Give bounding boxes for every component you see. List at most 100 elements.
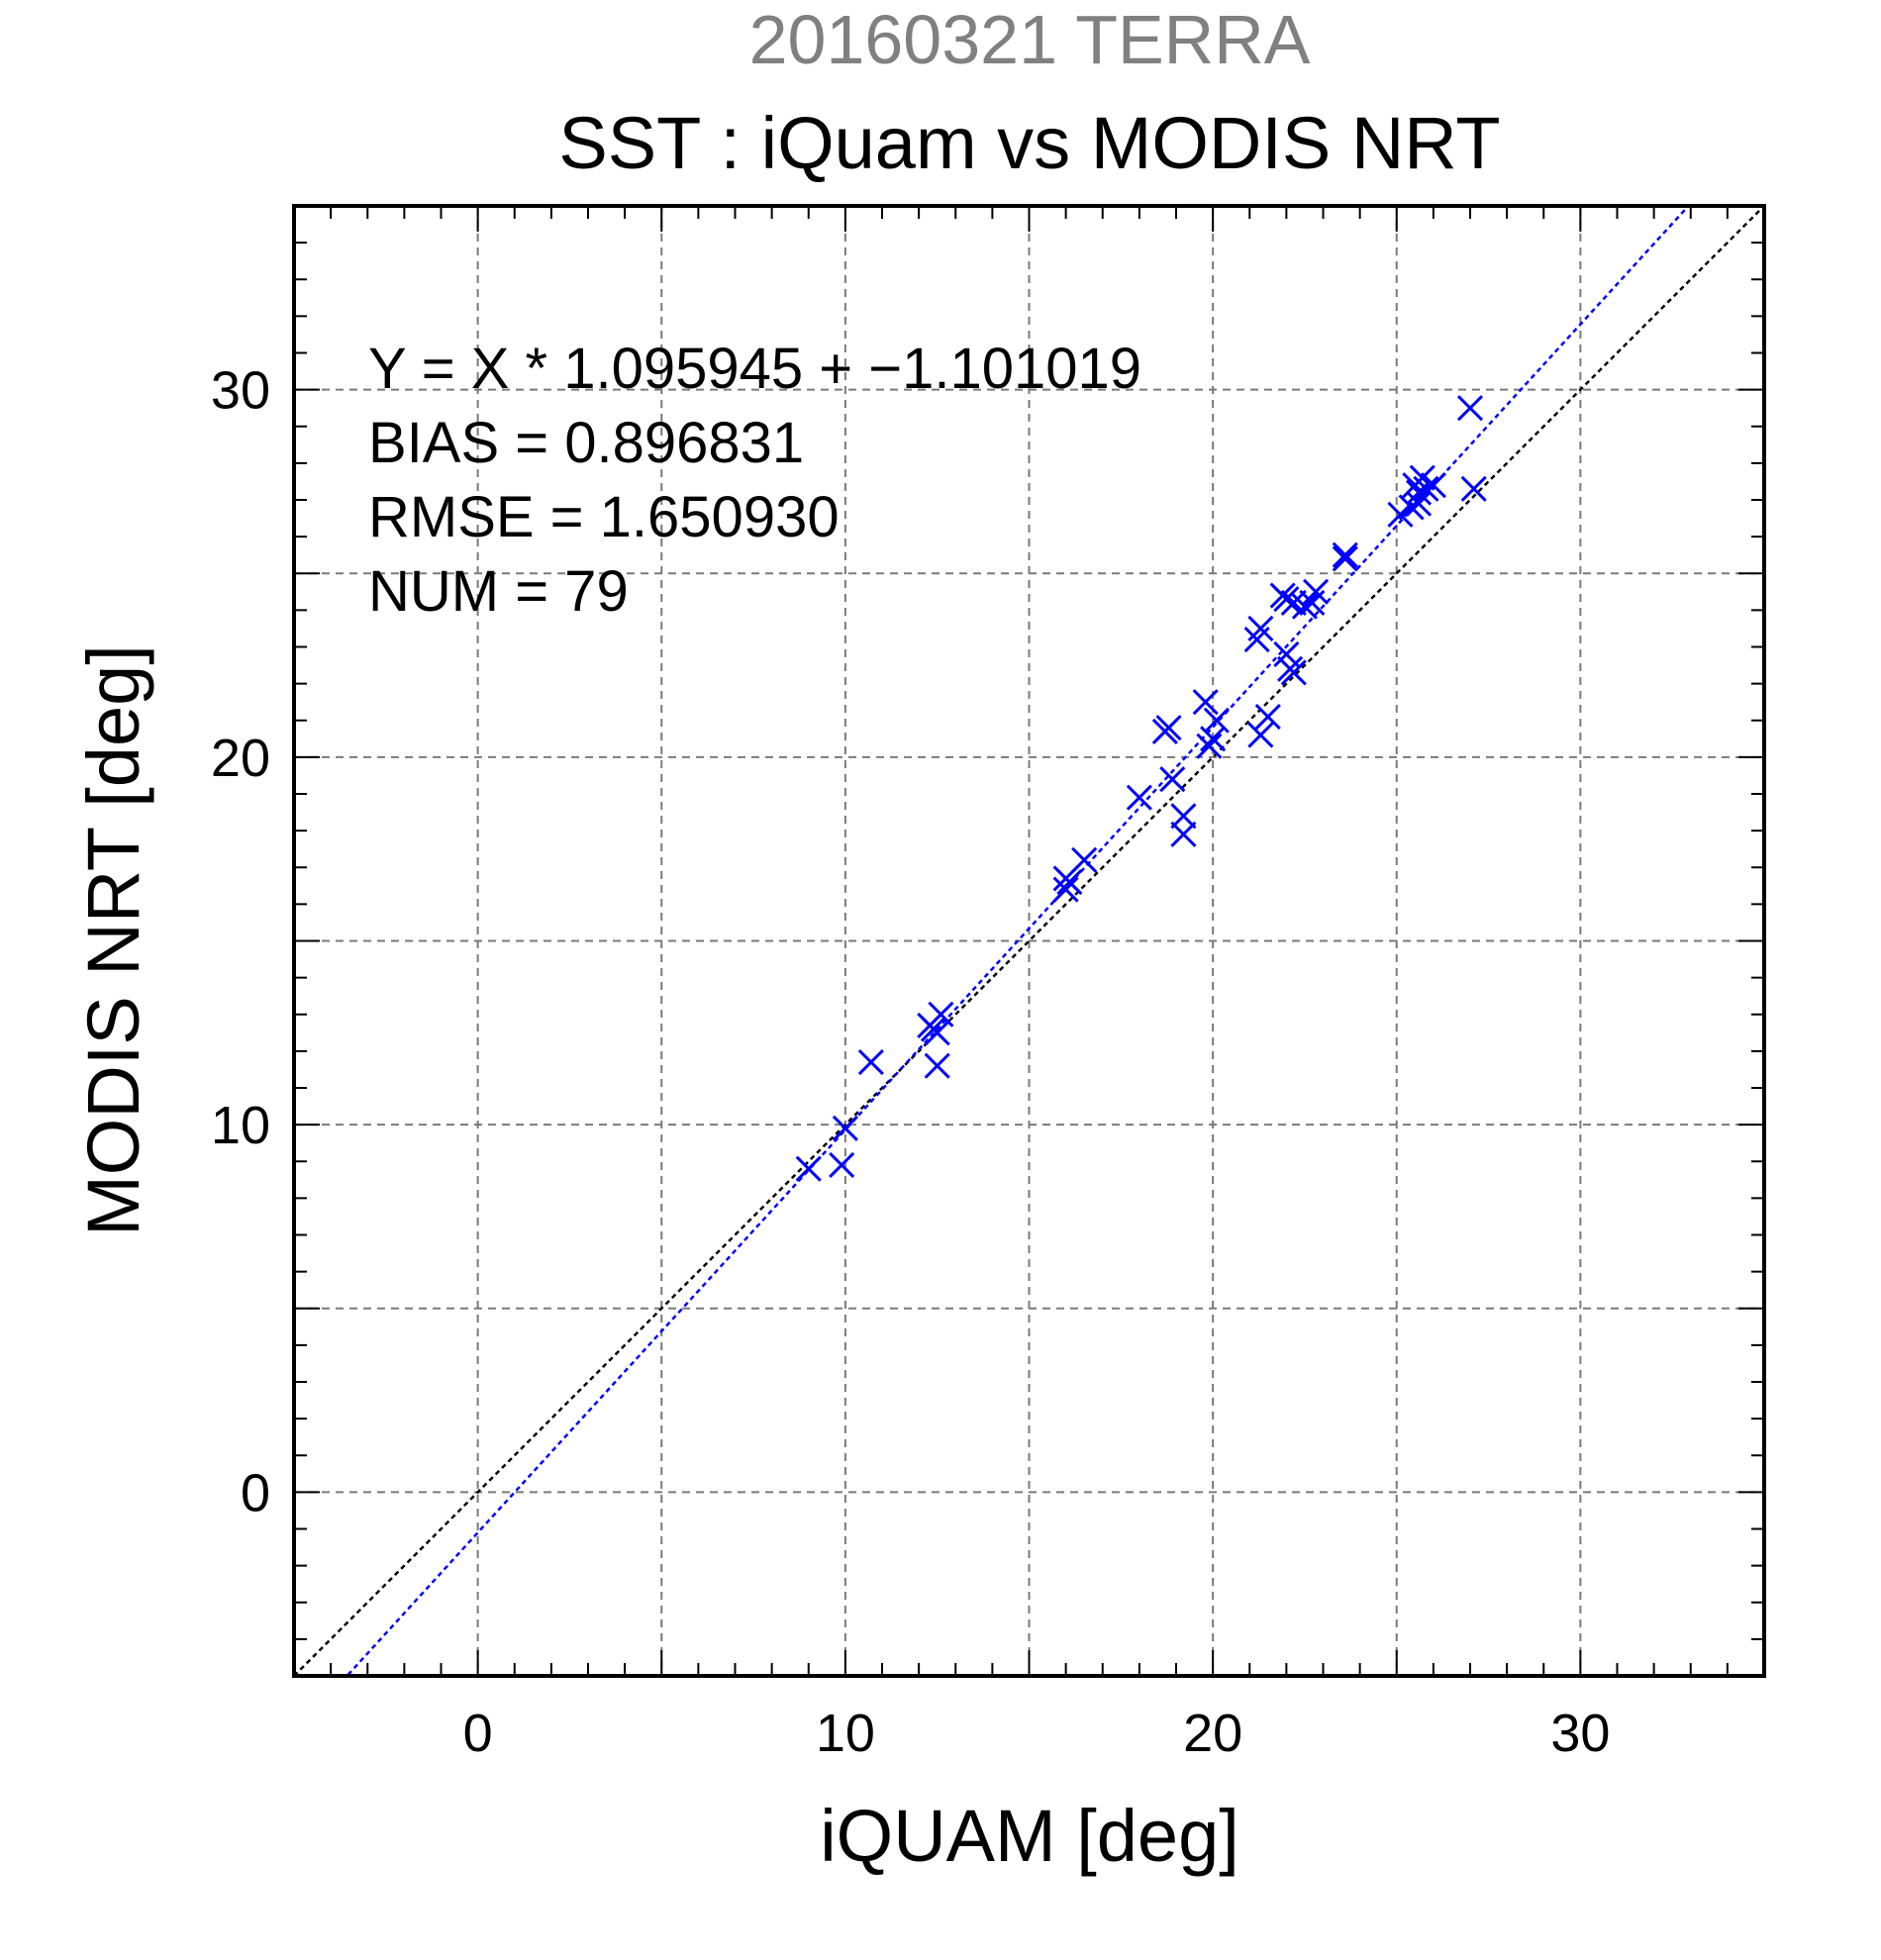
stat-num: NUM = 79 [368,559,629,624]
regression-fit-line [345,206,1691,1676]
data-point-stroke [1203,707,1230,734]
data-point [928,1001,954,1028]
identity-line [294,206,1764,1676]
minor-ticks [294,206,1764,1676]
data-point-stroke [1387,501,1414,528]
data-point-stroke [928,1001,954,1028]
reference-lines [294,206,1764,1676]
data-point [1405,490,1433,517]
y-tick-labels: 0 10 20 30 [211,361,270,1523]
data-point-stroke [1155,715,1182,741]
data-point-stroke [1420,472,1446,499]
x-tick-label: 20 [1183,1704,1242,1763]
data-point-stroke [1398,494,1425,521]
data-point [795,1155,822,1182]
data-point-stroke [1273,640,1300,667]
data-point [1126,784,1152,811]
data-point-stroke [1159,766,1186,793]
chart-title: SST : iQuam vs MODIS NRT [558,102,1500,184]
data-point [1280,659,1307,686]
data-point-stroke [1413,475,1439,502]
data-point-stroke [1192,689,1219,716]
data-point-stroke [1126,784,1152,811]
data-point-stroke [924,1020,950,1046]
data-point [1273,586,1300,613]
data-point-stroke [829,1151,855,1179]
data-point [1332,545,1358,572]
data-point-stroke [1303,578,1330,605]
data-point-stroke [1247,615,1274,641]
data-point [924,1052,950,1079]
plot-area-frame [292,204,1766,1678]
data-point [1387,501,1414,528]
data-point [829,1151,855,1179]
stat-rmse: RMSE = 1.650930 [368,485,840,549]
data-point-stroke [1052,876,1079,903]
data-point [1420,472,1446,499]
data-point-stroke [1280,589,1307,617]
data-point [1155,715,1182,741]
data-point [1052,876,1079,903]
data-point-stroke [1196,733,1223,759]
data-point-stroke [1332,541,1358,568]
y-tick-label: 0 [241,1463,270,1522]
data-point [1170,821,1197,847]
data-point-stroke [1291,593,1318,620]
data-point [1254,703,1281,731]
data-point [1071,846,1098,873]
data-point-stroke [1200,726,1227,752]
data-point-stroke [1456,395,1484,422]
data-point [1247,722,1274,748]
data-point-stroke [1280,659,1307,686]
y-tick-label: 20 [211,729,270,788]
grid-lines [294,206,1764,1676]
data-point-stroke [857,1048,884,1076]
x-axis-label: iQUAM [deg] [820,1795,1239,1877]
x-tick-label: 10 [816,1704,875,1763]
data-point [1303,578,1330,605]
x-tick-label: 30 [1550,1704,1610,1763]
data-point-stroke [1247,722,1274,748]
data-point [1170,803,1197,830]
data-points [795,395,1487,1182]
data-point-stroke [1460,475,1487,502]
data-point [1192,689,1219,716]
x-tick-label: 0 [463,1704,493,1763]
data-point [832,1115,858,1141]
x-tick-labels: 0 10 20 30 [463,1704,1611,1763]
data-point [1413,475,1439,502]
data-point-stroke [1273,586,1300,613]
data-point [1196,733,1223,759]
data-point [1332,541,1358,568]
chart-supertitle: 20160321 TERRA [749,1,1311,78]
data-point [1056,869,1083,896]
data-point-stroke [1071,846,1098,873]
data-point-stroke [832,1115,858,1141]
y-axis-label: MODIS NRT [deg] [72,644,154,1236]
data-point [1247,615,1274,641]
data-point-stroke [1170,803,1197,830]
data-point [1273,640,1300,667]
y-tick-label: 10 [211,1096,270,1155]
data-point [1405,479,1433,506]
data-point-stroke [1332,545,1358,572]
data-point [1203,707,1230,734]
data-point-stroke [924,1052,950,1079]
data-point [1460,475,1487,502]
data-point-stroke [1405,479,1433,506]
data-point-stroke [1056,869,1083,896]
data-point [1291,593,1318,620]
statistics-annotation: Y = X * 1.095945 + −1.101019 BIAS = 0.89… [368,337,1141,624]
stat-regression: Y = X * 1.095945 + −1.101019 [368,337,1141,401]
data-point-stroke [1170,821,1197,847]
y-tick-label: 30 [211,361,270,421]
data-point [1456,395,1484,422]
data-point-stroke [1405,490,1433,517]
data-point [1398,494,1425,521]
data-point-stroke [1254,703,1281,731]
data-point-stroke [795,1155,822,1182]
data-point [857,1048,884,1076]
stat-bias: BIAS = 0.896831 [368,411,804,475]
data-point [1159,766,1186,793]
